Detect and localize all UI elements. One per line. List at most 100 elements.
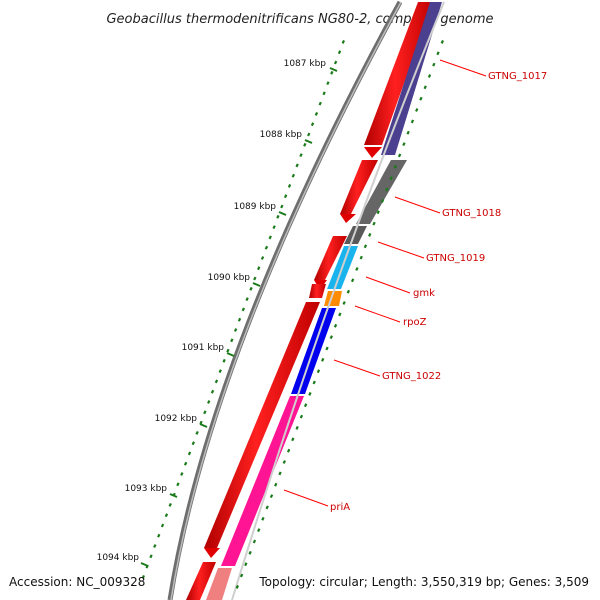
scale-dot bbox=[272, 225, 276, 230]
scale-dot bbox=[359, 255, 363, 260]
scale-dot bbox=[329, 335, 333, 340]
gene-label-gmk: gmk bbox=[413, 288, 435, 299]
scale-dot bbox=[307, 132, 311, 137]
scale-dot bbox=[245, 297, 249, 302]
scale-dot bbox=[261, 516, 265, 521]
scale-dot bbox=[253, 276, 257, 281]
leader-line bbox=[377, 241, 425, 259]
cds-ring bbox=[186, 2, 433, 600]
cds-feature bbox=[204, 302, 320, 548]
scale-dot bbox=[380, 199, 385, 203]
cds-feature bbox=[309, 284, 326, 298]
scale-dot bbox=[210, 389, 215, 394]
scale-dot bbox=[278, 471, 282, 476]
tick-label: 1092 kbp bbox=[155, 414, 198, 424]
scale-dot bbox=[295, 163, 299, 168]
scale-dot bbox=[436, 51, 440, 56]
cds-feature bbox=[186, 562, 216, 600]
leader-line bbox=[439, 59, 487, 77]
scale-dot bbox=[415, 108, 419, 112]
scale-dot bbox=[389, 176, 393, 181]
scale-dot bbox=[326, 81, 330, 86]
gene-label-gtng-1019: GTNG_1019 bbox=[426, 253, 485, 264]
scale-dot bbox=[393, 164, 397, 169]
scale-dot bbox=[207, 400, 211, 404]
scale-dot bbox=[337, 50, 342, 55]
gene-label-gtng-1017: GTNG_1017 bbox=[488, 71, 547, 82]
scale-dot bbox=[276, 214, 280, 219]
scale-dot bbox=[291, 437, 295, 442]
scale-dot bbox=[160, 523, 165, 528]
scale-dot bbox=[322, 91, 326, 96]
scale-track-right bbox=[235, 40, 444, 589]
scale-dot bbox=[368, 233, 372, 237]
scale-dot bbox=[257, 528, 261, 533]
map-title: Geobacillus thermodenitrificans NG80-2, … bbox=[106, 12, 493, 27]
scale-dot bbox=[149, 554, 153, 559]
scale-dot bbox=[282, 460, 286, 464]
scale-dot bbox=[338, 312, 342, 317]
scale-dot bbox=[376, 210, 380, 215]
scale-dot bbox=[342, 301, 346, 305]
scale-dot bbox=[303, 403, 308, 408]
scale-track bbox=[141, 40, 345, 579]
scale-dot bbox=[265, 505, 269, 510]
cds-feature bbox=[314, 236, 347, 280]
scale-dot bbox=[333, 60, 338, 65]
scale-dot bbox=[214, 379, 219, 384]
scale-dot bbox=[237, 317, 242, 322]
scale-dot bbox=[287, 184, 292, 188]
scale-dot bbox=[355, 267, 359, 271]
scale-dot bbox=[191, 441, 195, 446]
cds-feature bbox=[364, 2, 433, 145]
scale-dot bbox=[318, 101, 322, 106]
scale-labels: 1087 kbp 1088 kbp 1089 kbp 1090 kbp 1091… bbox=[97, 59, 338, 567]
scale-dot bbox=[280, 204, 284, 209]
gene-label-gtng-1022: GTNG_1022 bbox=[382, 371, 441, 382]
scale-dot bbox=[419, 96, 423, 101]
scale-dot bbox=[264, 245, 269, 250]
scale-dot bbox=[235, 584, 239, 589]
tick-label: 1087 kbp bbox=[284, 59, 327, 69]
cds-feature bbox=[340, 160, 378, 214]
scale-dot bbox=[316, 369, 321, 374]
scale-dot bbox=[423, 85, 427, 90]
tick-mark bbox=[304, 139, 313, 144]
scale-dot bbox=[291, 173, 295, 178]
scale-dot bbox=[299, 414, 304, 419]
scale-dot bbox=[303, 142, 307, 147]
scale-dot bbox=[333, 323, 338, 328]
cds-arrowhead bbox=[364, 147, 382, 158]
scale-dot bbox=[330, 70, 334, 75]
scale-dot bbox=[440, 40, 444, 44]
scale-dot bbox=[427, 74, 432, 78]
scale-dot bbox=[432, 62, 436, 67]
tick-mark bbox=[226, 352, 235, 357]
scale-dot bbox=[283, 194, 288, 199]
scale-dot bbox=[226, 348, 230, 353]
scale-dot bbox=[180, 472, 184, 476]
gene-label-rpoz: rpoZ bbox=[403, 317, 427, 328]
gene-label-gtng-1018: GTNG_1018 bbox=[442, 208, 501, 219]
tick-label: 1090 kbp bbox=[208, 273, 251, 283]
scale-dot bbox=[299, 153, 303, 158]
topology-summary: Topology: circular; Length: 3,550,319 bp… bbox=[258, 575, 589, 589]
scale-dot bbox=[274, 482, 278, 487]
cds-arrowhead bbox=[204, 548, 220, 558]
scale-dot bbox=[312, 380, 316, 385]
tick-label: 1093 kbp bbox=[125, 484, 168, 494]
tick-mark bbox=[278, 211, 287, 216]
tick-label: 1094 kbp bbox=[97, 553, 140, 563]
scale-dot bbox=[257, 266, 261, 271]
scale-dot bbox=[141, 575, 145, 579]
scale-dot bbox=[164, 513, 169, 518]
scale-dot bbox=[341, 40, 345, 44]
gene-feature-next bbox=[206, 568, 232, 600]
scale-dot bbox=[295, 426, 299, 430]
scale-dot bbox=[222, 358, 226, 363]
cds-arrowhead bbox=[340, 214, 356, 223]
genome-backbone-highlight bbox=[170, 1, 402, 600]
scale-dot bbox=[176, 482, 180, 487]
scale-dot bbox=[268, 235, 272, 240]
